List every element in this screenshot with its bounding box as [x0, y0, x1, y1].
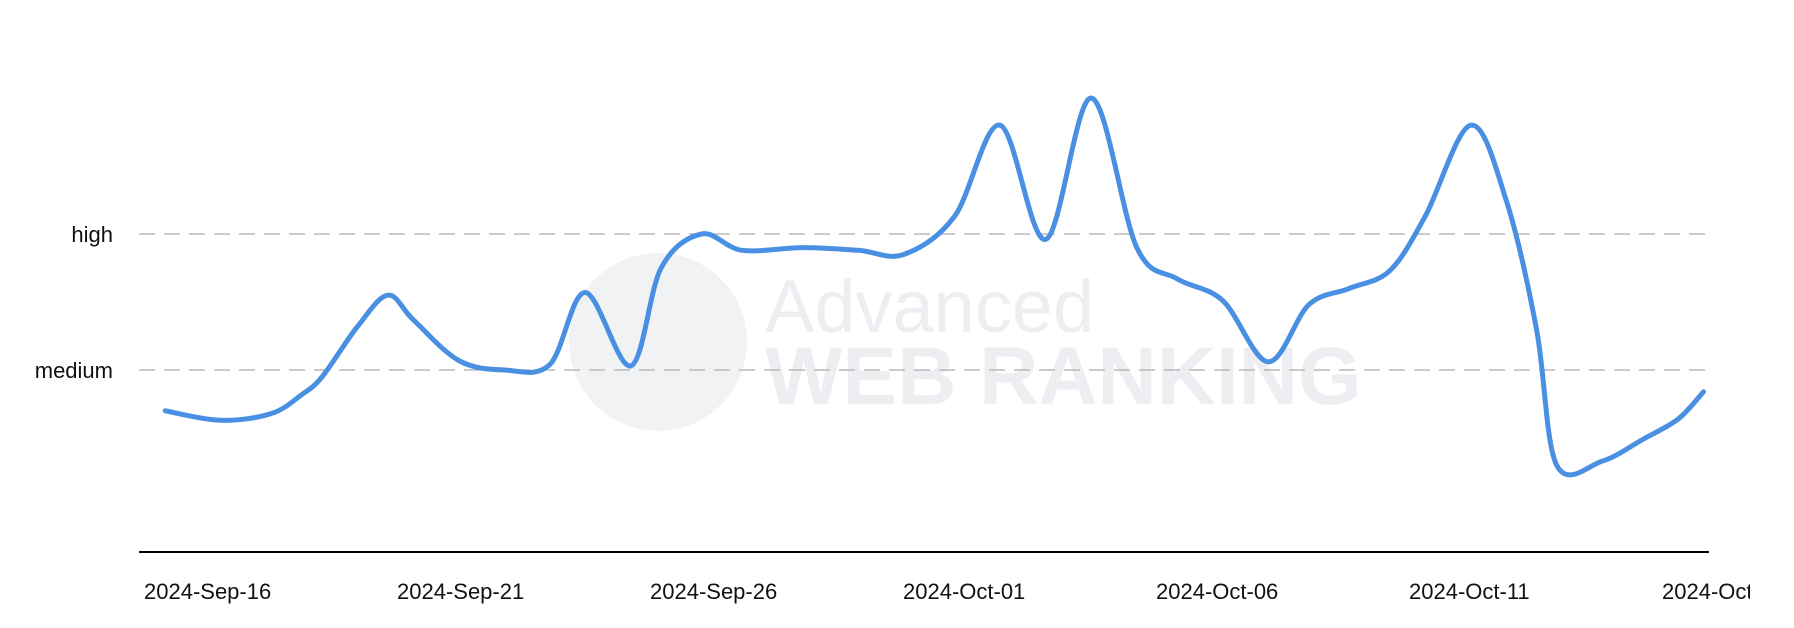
- y-axis-labels: medium high: [35, 222, 113, 383]
- gridlines: [139, 233, 1709, 371]
- x-tick-label-0: 2024-Sep-16: [144, 579, 271, 604]
- x-tick-label-6: 2024-Oct-16: [1662, 579, 1784, 604]
- x-axis-labels: 2024-Sep-16 2024-Sep-21 2024-Sep-26 2024-Oc…: [144, 579, 1784, 604]
- y-tick-label-high: high: [71, 222, 113, 247]
- watermark-line1: Advanced: [765, 265, 1094, 348]
- watermark-globe-icon: [569, 253, 747, 431]
- watermark: Advanced WEB RANKING: [569, 253, 1362, 431]
- x-tick-label-4: 2024-Oct-06: [1156, 579, 1278, 604]
- x-tick-label-2: 2024-Sep-26: [650, 579, 777, 604]
- y-tick-label-medium: medium: [35, 358, 113, 383]
- x-tick-label-1: 2024-Sep-21: [397, 579, 524, 604]
- watermark-line2: WEB RANKING: [765, 331, 1362, 422]
- x-tick-label-3: 2024-Oct-01: [903, 579, 1025, 604]
- x-tick-label-5: 2024-Oct-11: [1409, 579, 1530, 604]
- series-line: [162, 95, 1706, 478]
